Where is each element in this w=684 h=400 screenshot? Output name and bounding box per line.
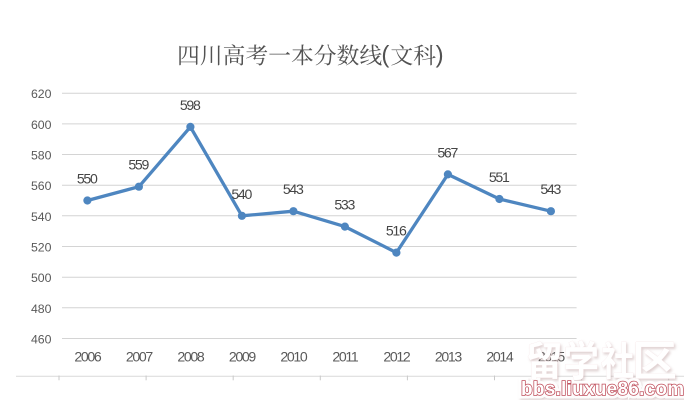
svg-text:550: 550 [77,171,98,187]
svg-text:543: 543 [283,181,304,197]
svg-text:2007: 2007 [126,348,154,364]
svg-text:bbs.liuxue86.com: bbs.liuxue86.com [521,379,684,400]
svg-text:559: 559 [128,157,149,173]
svg-text:500: 500 [31,271,52,285]
svg-text:567: 567 [437,144,458,160]
svg-text:): ) [436,42,444,69]
svg-text:600: 600 [31,118,52,132]
svg-text:533: 533 [334,197,355,213]
svg-text:480: 480 [31,302,52,316]
svg-text:620: 620 [31,87,52,101]
svg-text:540: 540 [231,186,252,202]
svg-text:2011: 2011 [332,348,359,364]
svg-text:(: ( [381,42,389,69]
svg-text:2008: 2008 [177,348,205,364]
svg-text:543: 543 [540,181,561,197]
svg-text:bbs.liuxue86.com: bbs.liuxue86.com [521,379,684,400]
svg-text:560: 560 [31,179,52,193]
svg-text:2014: 2014 [486,348,514,364]
svg-text:551: 551 [489,169,510,185]
svg-text:516: 516 [386,223,407,239]
svg-text:540: 540 [31,210,52,224]
svg-text:598: 598 [180,97,201,113]
svg-text:520: 520 [31,241,52,255]
svg-text:2006: 2006 [74,348,102,364]
svg-text:2010: 2010 [280,348,308,364]
svg-text:580: 580 [31,149,52,163]
svg-text:2013: 2013 [435,348,463,364]
svg-text:460: 460 [31,333,52,347]
svg-text:2012: 2012 [383,348,411,364]
svg-text:2009: 2009 [229,348,257,364]
